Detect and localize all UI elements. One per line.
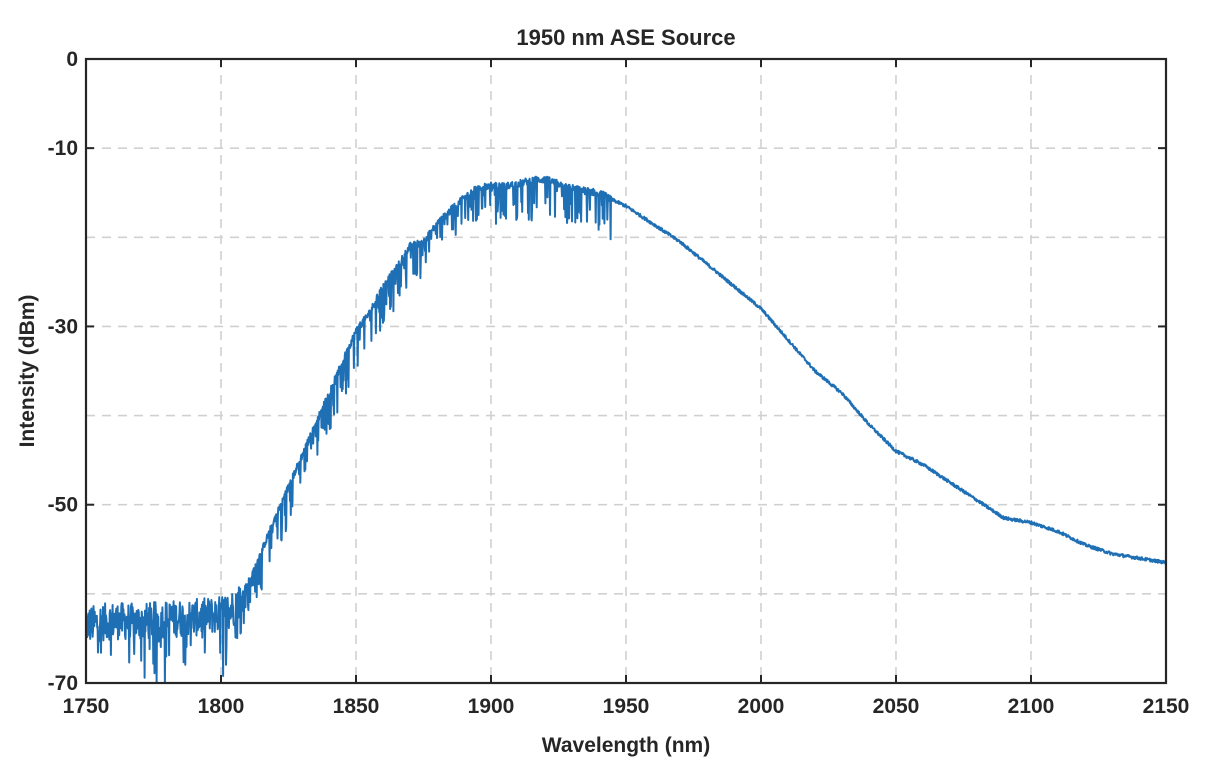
- axes-layer: 1750 1800 1850 1900 1950 2000 2050 2100 2150 0 -10…: [48, 48, 1190, 718]
- x-tick-label: 1900: [468, 695, 515, 718]
- y-tick-label: -10: [48, 137, 78, 160]
- x-tick-label: 2100: [1008, 695, 1055, 718]
- series-line: [85, 175, 1167, 684]
- x-tick-label: 2050: [873, 695, 920, 718]
- x-axis-label: Wavelength (nm): [542, 734, 710, 757]
- chart-title: 1950 nm ASE Source: [516, 25, 735, 50]
- x-tick-label: 2150: [1143, 695, 1190, 718]
- x-tick-label: 1750: [63, 695, 110, 718]
- y-axis-label: Intensity (dBm): [16, 295, 39, 448]
- y-tick-label: -70: [48, 672, 78, 695]
- x-tick-label: 1950: [603, 695, 650, 718]
- x-tick-label: 1850: [333, 695, 380, 718]
- x-tick-label: 1800: [198, 695, 245, 718]
- series-layer: [85, 175, 1167, 684]
- x-tick-label: 2000: [738, 695, 785, 718]
- y-tick-label: 0: [66, 48, 78, 71]
- y-tick-label: -50: [48, 494, 78, 517]
- y-tick-label: -30: [48, 315, 78, 338]
